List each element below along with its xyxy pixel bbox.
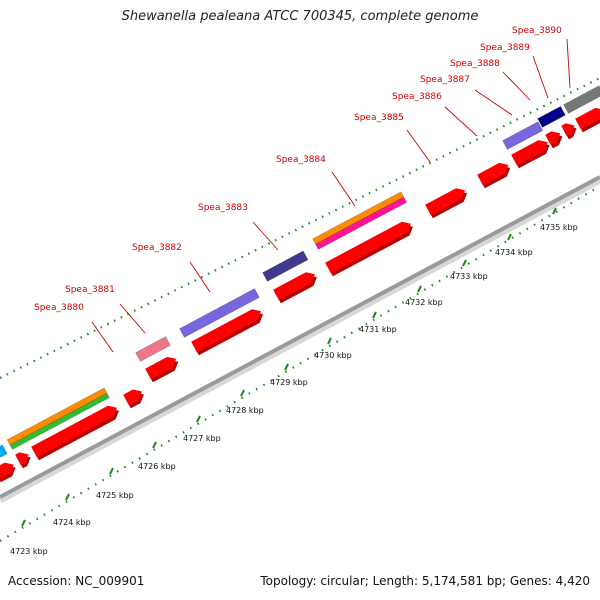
scale-major-tick bbox=[109, 467, 114, 475]
scale-label: 4724 kbp bbox=[53, 518, 91, 527]
feature-slate-2 bbox=[502, 121, 544, 150]
gene-leader-line bbox=[566, 38, 571, 89]
scale-major-tick bbox=[507, 233, 512, 241]
backbone-line bbox=[0, 175, 600, 499]
gene-leader-line bbox=[502, 71, 531, 101]
gene-leader-line bbox=[119, 303, 146, 334]
scale-label: 4735 kbp bbox=[540, 223, 578, 232]
feature-navy-1 bbox=[537, 105, 566, 128]
gene-label: Spea_3887 bbox=[420, 75, 470, 85]
gene-leader-line bbox=[474, 89, 513, 116]
gene-label: Spea_3882 bbox=[132, 243, 182, 253]
scale-label: 4723 kbp bbox=[10, 547, 48, 556]
scale-label: 4732 kbp bbox=[405, 298, 443, 307]
gene-label: Spea_3888 bbox=[450, 59, 500, 69]
cds-arrow bbox=[191, 309, 262, 353]
scale-major-tick bbox=[196, 415, 201, 423]
scale-label: 4733 kbp bbox=[450, 272, 488, 281]
feature-cyan-1 bbox=[0, 444, 8, 458]
scale-major-tick bbox=[462, 259, 467, 267]
cds-arrow bbox=[575, 107, 600, 130]
scale-label: 4730 kbp bbox=[314, 351, 352, 360]
scale-track bbox=[0, 185, 600, 542]
gene-label: Spea_3881 bbox=[65, 285, 115, 295]
gene-leader-line bbox=[444, 106, 478, 137]
cds-arrow bbox=[477, 162, 509, 186]
feature-gray-1 bbox=[563, 85, 600, 114]
scale-label: 4728 kbp bbox=[226, 406, 264, 415]
feature-slate-1 bbox=[179, 288, 260, 338]
gene-label: Spea_3883 bbox=[198, 203, 248, 213]
genome-summary: Topology: circular; Length: 5,174,581 bp… bbox=[260, 574, 590, 588]
scale-major-tick bbox=[152, 441, 157, 449]
gene-leader-line bbox=[252, 221, 279, 251]
cds-arrow bbox=[31, 405, 117, 458]
backbone-shadow bbox=[0, 176, 600, 504]
scale-major-tick bbox=[240, 389, 245, 397]
scale-major-tick bbox=[327, 337, 332, 345]
scale-label: 4729 kbp bbox=[270, 378, 308, 387]
cds-arrow bbox=[545, 131, 561, 146]
cds-arrow bbox=[273, 272, 315, 301]
gene-leader-line bbox=[189, 261, 211, 293]
feature-pink-1 bbox=[135, 336, 171, 362]
feature-green-1 bbox=[9, 392, 110, 450]
gene-leader-line bbox=[406, 129, 431, 163]
scale-label: 4727 kbp bbox=[183, 434, 221, 443]
gene-label: Spea_3890 bbox=[512, 26, 562, 36]
gene-leader-line bbox=[532, 55, 549, 99]
scale-major-tick bbox=[372, 311, 377, 319]
scale-label: 4734 kbp bbox=[495, 248, 533, 257]
scale-major-tick bbox=[21, 519, 26, 527]
gene-label: Spea_3884 bbox=[276, 155, 326, 165]
cds-arrow bbox=[325, 221, 411, 274]
gene-leader-line bbox=[91, 321, 114, 353]
scale-label: 4726 kbp bbox=[138, 462, 176, 471]
gene-label: Spea_3880 bbox=[34, 303, 84, 313]
scale-label: 4725 kbp bbox=[96, 491, 134, 500]
gene-label: Spea_3885 bbox=[354, 113, 404, 123]
scale-major-tick bbox=[552, 207, 557, 215]
cds-arrow bbox=[15, 452, 29, 466]
scale-label: 4731 kbp bbox=[359, 325, 397, 334]
map-title: Shewanella pealeana ATCC 700345, complet… bbox=[121, 9, 479, 24]
cds-arrow bbox=[123, 389, 142, 406]
scale-major-tick bbox=[65, 493, 70, 501]
gene-label: Spea_3889 bbox=[480, 43, 530, 53]
cds-arrow bbox=[561, 123, 575, 137]
cds-arrow bbox=[0, 462, 14, 479]
cds-arrow bbox=[425, 188, 466, 216]
gene-label: Spea_3886 bbox=[392, 92, 442, 102]
scale-major-tick bbox=[284, 363, 289, 371]
cds-arrow bbox=[145, 356, 177, 380]
cds-arrow bbox=[511, 140, 548, 166]
feature-magenta-1 bbox=[315, 196, 407, 250]
accession-label: Accession: NC_009901 bbox=[8, 574, 145, 588]
scale-major-tick bbox=[417, 285, 422, 293]
feature-darkslate-1 bbox=[262, 250, 309, 282]
gene-leader-line bbox=[331, 171, 356, 207]
